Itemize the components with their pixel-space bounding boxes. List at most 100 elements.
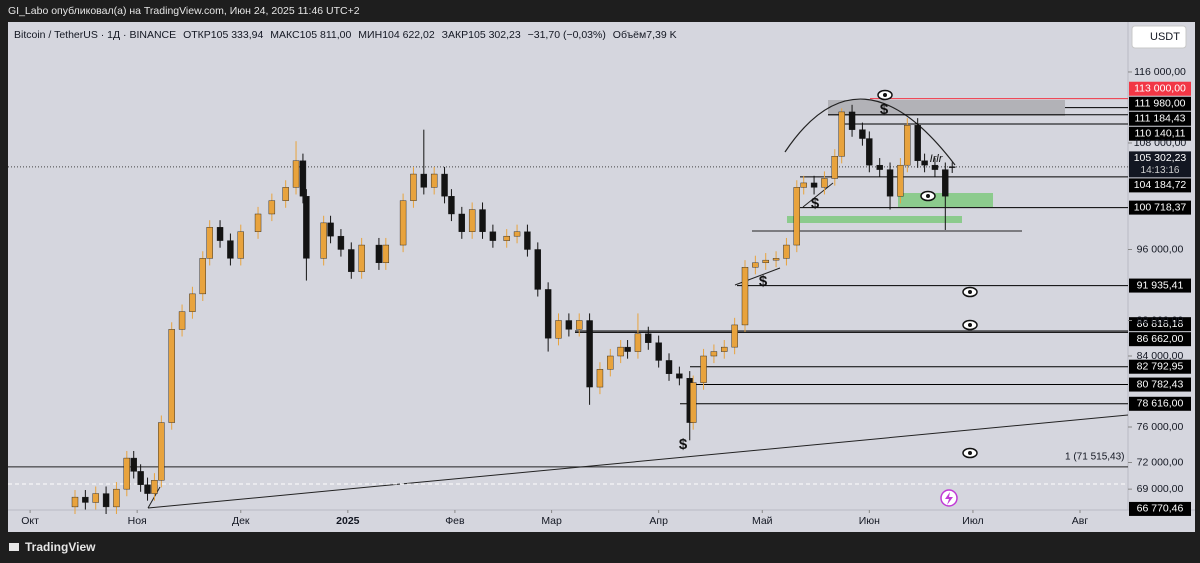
candle-body bbox=[876, 164, 883, 170]
footer-brand: TradingView bbox=[25, 540, 96, 554]
candle-body bbox=[800, 182, 807, 188]
x-tick-label: Дек bbox=[232, 515, 250, 527]
candle-body bbox=[848, 111, 856, 130]
candle-body bbox=[479, 209, 486, 232]
candle-body bbox=[596, 369, 604, 388]
price-label-box bbox=[1129, 200, 1191, 215]
candle-body bbox=[949, 166, 956, 168]
legend-row: Bitcoin / TetherUS · 1Д · BINANCE ОТКР 10… bbox=[14, 29, 677, 41]
candle-body bbox=[82, 496, 89, 503]
x-tick-label: Мар bbox=[541, 515, 562, 527]
eye-pupil bbox=[968, 323, 972, 327]
zone-box bbox=[828, 100, 1065, 116]
eye-pupil bbox=[968, 451, 972, 455]
candle-body bbox=[151, 480, 158, 494]
price-label: 82 792,95 bbox=[1137, 360, 1184, 372]
candle-body bbox=[762, 259, 769, 264]
candle-body bbox=[348, 249, 355, 272]
candle-body bbox=[897, 164, 904, 197]
trend-line bbox=[147, 414, 1129, 509]
symbol: Bitcoin / TetherUS · 1Д · BINANCE bbox=[14, 29, 176, 41]
candle-body bbox=[399, 200, 407, 246]
plot-area: 1 (71 515,43) $ $ $ $ Irlr bbox=[8, 89, 1129, 514]
x-tick-label: Апр bbox=[649, 515, 668, 527]
price-label: 111 184,43 bbox=[1135, 113, 1186, 125]
candle-body bbox=[458, 213, 466, 232]
candle-body bbox=[772, 258, 780, 261]
candle-body bbox=[71, 496, 79, 508]
candle-body bbox=[665, 360, 673, 374]
arc-drawing bbox=[784, 98, 956, 166]
candle-body bbox=[327, 222, 334, 237]
annotation: $ bbox=[811, 195, 820, 212]
candle-body bbox=[216, 227, 224, 241]
drawn-line bbox=[802, 182, 834, 208]
candle-body bbox=[586, 320, 593, 388]
candle-body bbox=[102, 493, 110, 508]
candle-body bbox=[886, 169, 894, 197]
candle-body bbox=[168, 329, 175, 423]
candle-body bbox=[810, 182, 818, 188]
candle-body bbox=[448, 196, 455, 215]
candle-body bbox=[158, 422, 165, 481]
eye-pupil bbox=[926, 194, 930, 198]
candle-body bbox=[206, 227, 213, 259]
legend-key: Объём bbox=[613, 29, 646, 41]
alert-label: 1 (71 515,43) bbox=[1065, 451, 1125, 462]
candle-body bbox=[375, 244, 383, 264]
candle-body bbox=[534, 249, 541, 290]
candle-body bbox=[931, 164, 939, 170]
candle-body bbox=[468, 209, 476, 232]
candle-body bbox=[237, 231, 244, 259]
y-tick-label: 116 000,00 bbox=[1134, 66, 1186, 78]
price-label: 66 770,46 bbox=[1137, 503, 1184, 515]
price-label-box bbox=[1129, 377, 1191, 392]
candle-body bbox=[555, 320, 562, 339]
candle-body bbox=[113, 488, 120, 508]
candle-body bbox=[710, 351, 718, 357]
price-label-box bbox=[1129, 278, 1191, 293]
candle-body bbox=[544, 289, 552, 339]
candle-body bbox=[382, 244, 390, 264]
x-tick-label: Окт bbox=[21, 515, 39, 527]
candle-body bbox=[337, 235, 345, 250]
candle-body bbox=[921, 160, 928, 166]
price-label: 110 140,11 bbox=[1135, 128, 1186, 140]
candle-body bbox=[607, 355, 614, 370]
candle-body bbox=[282, 187, 289, 201]
eye-pupil bbox=[968, 290, 972, 294]
x-tick-label: Июл bbox=[962, 515, 983, 527]
price-label-box bbox=[1129, 317, 1191, 332]
price-label-box bbox=[1129, 332, 1191, 347]
candle-body bbox=[123, 457, 131, 490]
x-tick-label: 2025 bbox=[336, 515, 360, 527]
candle-body bbox=[831, 156, 838, 179]
price-label: 86 662,00 bbox=[1137, 333, 1184, 345]
candle-body bbox=[320, 222, 327, 259]
candle-body bbox=[904, 125, 911, 166]
candle-body bbox=[866, 138, 873, 166]
price-label-box bbox=[1129, 396, 1191, 411]
currency-button[interactable] bbox=[1131, 25, 1187, 49]
annotation: $ bbox=[679, 436, 688, 453]
candle-body bbox=[752, 262, 759, 268]
y-tick-label: 84 000,00 bbox=[1137, 350, 1184, 362]
price-label-box bbox=[1129, 178, 1191, 193]
annotation: $ bbox=[759, 273, 768, 290]
legend-value: 104 622,02 bbox=[382, 29, 435, 41]
candle-body bbox=[634, 333, 642, 352]
y-tick-label: 69 000,00 bbox=[1137, 483, 1184, 495]
candle-body bbox=[441, 173, 448, 197]
candle-body bbox=[420, 173, 428, 188]
candle-body bbox=[645, 333, 652, 343]
legend-key: ОТКР bbox=[183, 29, 211, 41]
footer-logo: TradingView bbox=[9, 540, 96, 554]
bar-timer: 14:13:16 bbox=[1141, 165, 1180, 176]
y-tick-label: 72 000,00 bbox=[1137, 456, 1184, 468]
candle-body bbox=[292, 160, 300, 188]
y-tick-label: 76 000,00 bbox=[1137, 421, 1184, 433]
candle-body bbox=[741, 267, 749, 326]
x-tick-label: Июн bbox=[859, 515, 880, 527]
lightning-icon[interactable] bbox=[940, 489, 958, 507]
